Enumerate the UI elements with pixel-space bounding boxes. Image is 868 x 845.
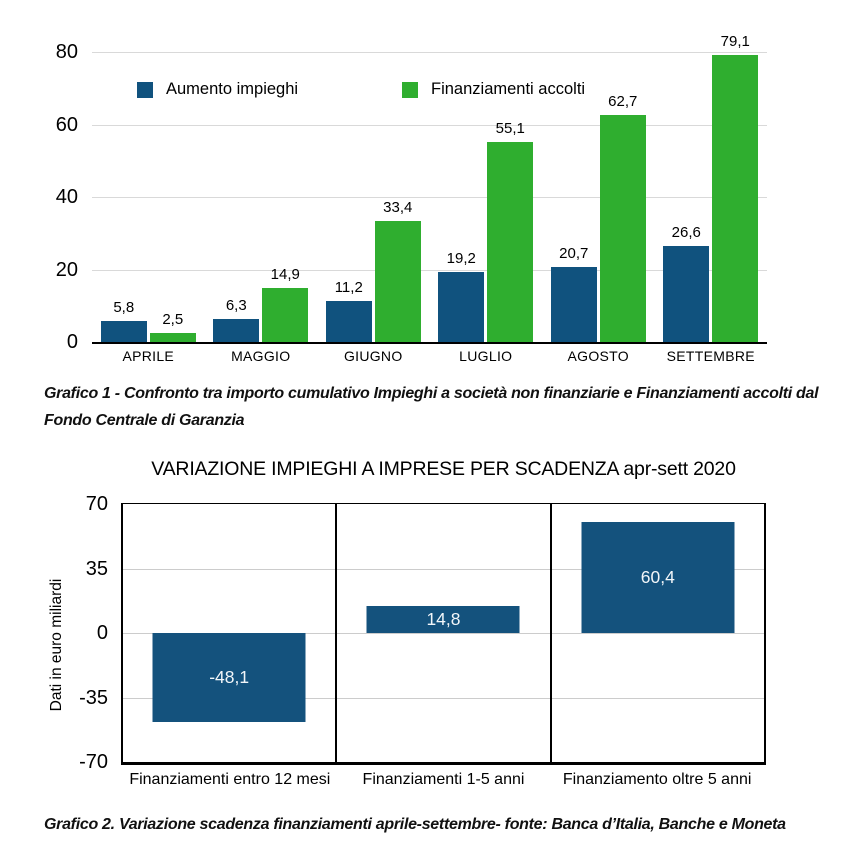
month-label: GIUGNO [343,348,403,364]
chart2-panel: -48,1 [123,504,338,762]
month-label: MAGGIO [231,348,291,364]
axis-tick-label: 40 [55,186,78,208]
chart2-panel: 14,8 [337,504,552,762]
bar-value-label: 5,8 [113,298,135,316]
legend-swatch-finanziamenti-accolti [402,81,418,98]
bar-value-label: 19,2 [446,250,476,268]
bar-finanziamenti-accolti: 14,9 [262,267,309,342]
bar-value-label: 26,6 [671,223,701,241]
grid-line [92,269,767,271]
bar-value-label: 2,5 [162,310,184,328]
grid-line [123,568,764,570]
bar-positive: 60,4 [581,521,735,633]
grid-line [92,197,767,198]
legend-label-aumento-impieghi: Aumento impieghi [166,80,299,98]
chart2-plot-area: -48,1 14,8 60,4 [121,503,766,765]
bar-value-label: 60,4 [640,566,675,587]
bar-finanziamenti-accolti: 55,1 [487,121,534,342]
axis-tick-label: 20 [55,258,78,281]
bar-aumento-impieghi: 6,3 [213,298,260,342]
axis-tick-label: 60 [55,113,78,136]
axis-tick-label: 70 [85,493,108,515]
bar-aumento-impieghi: 5,8 [100,300,147,342]
bar-negative: -48,1 [152,633,306,722]
bar-value-label: 33,4 [383,198,413,216]
bar-value-label: 14,9 [270,265,300,283]
axis-tick-label: -70 [79,751,108,773]
month-label: SETTEMBRE [666,348,755,364]
bar-finanziamenti-accolti: 33,4 [374,200,421,342]
bar-aumento-impieghi: 26,6 [663,225,710,342]
bar-aumento-impieghi: 20,7 [550,246,597,342]
legend-item-aumento-impieghi: Aumento impieghi [137,80,298,99]
legend-swatch-aumento-impieghi [137,81,153,98]
bar-value-label: -48,1 [209,666,250,687]
bar-value-label: 62,7 [608,92,638,110]
chart2-panel: 60,4 [552,504,764,762]
month-label: APRILE [122,348,175,364]
bar-positive: 14,8 [366,605,520,633]
bar-value-label: 79,1 [720,33,750,51]
bar-aumento-impieghi: 11,2 [325,280,372,342]
legend-item-finanziamenti-accolti: Finanziamenti accolti [402,80,585,99]
grid-line [123,697,764,699]
grid-line [92,124,767,126]
bar-value-label: 6,3 [225,297,247,315]
chart2-panels: -48,1 14,8 60,4 [123,504,764,762]
category-label: Finanziamenti entro 12 mesi [129,771,331,788]
bar-finanziamenti-accolti: 79,1 [712,34,759,342]
axis-tick-label: -35 [79,686,108,709]
caption-grafico-1: Grafico 1 - Confronto tra importo cumula… [44,385,819,429]
grid-line [123,633,764,634]
bar-finanziamenti-accolti: 62,7 [599,94,646,342]
grid-line [92,52,767,53]
category-label: Finanziamenti 1-5 anni [362,771,525,788]
caption-grafico-2: Grafico 2. Variazione scadenza finanziam… [44,816,786,833]
month-label: LUGLIO [459,348,513,364]
axis-tick-label: 0 [96,622,108,644]
bar-value-label: 55,1 [495,120,525,138]
bar-value-label: 14,8 [426,608,461,629]
chart2-title: VARIAZIONE IMPIEGHI A IMPRESE PER SCADEN… [151,458,736,480]
month-label: AGOSTO [567,348,629,364]
bar-value-label: 20,7 [559,244,589,262]
axis-tick-label: 35 [85,557,108,580]
axis-tick-label: 0 [66,331,78,353]
legend-label-finanziamenti-accolti: Finanziamenti accolti [431,80,586,98]
category-label: Finanziamento oltre 5 anni [562,771,752,788]
bar-aumento-impieghi: 19,2 [438,251,485,342]
x-axis-line [92,342,767,344]
bar-finanziamenti-accolti: 2,5 [149,312,196,342]
bar-value-label: 11,2 [334,279,363,297]
axis-tick-label: 80 [55,41,78,63]
